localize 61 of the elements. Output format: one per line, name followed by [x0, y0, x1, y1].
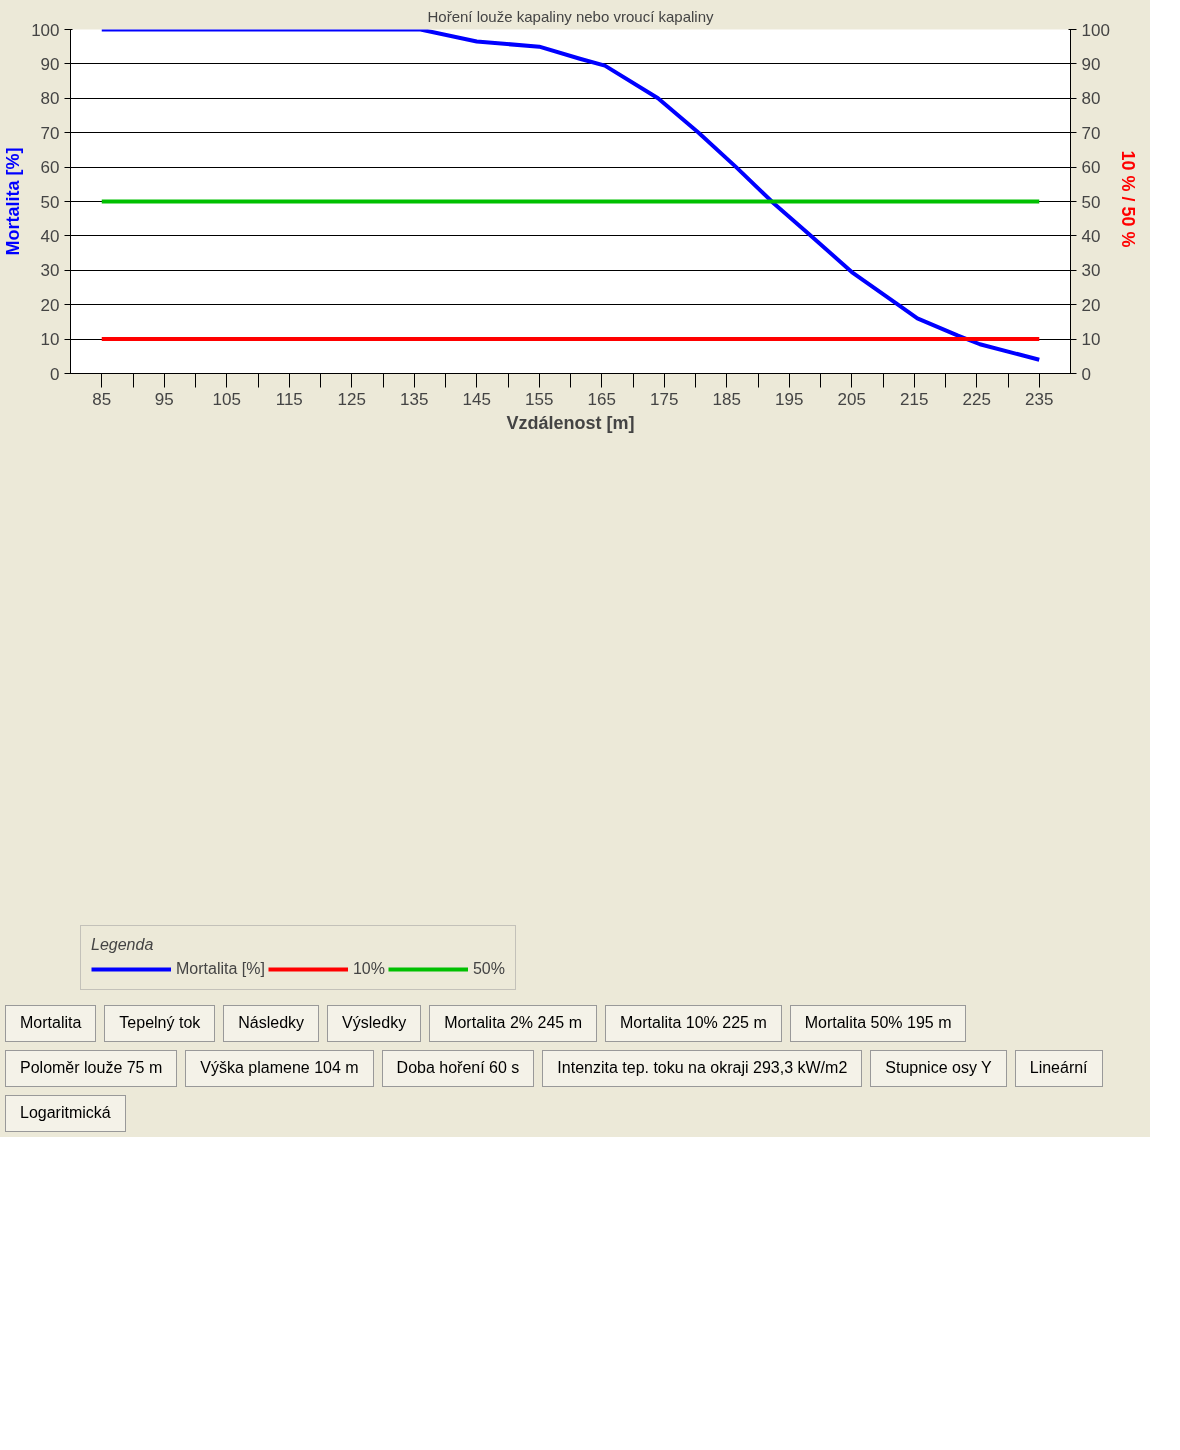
y2-tick-label: 40 [1081, 226, 1101, 246]
text: Poloměr louže 75 m [5, 1049, 178, 1087]
legend-title: Legenda [91, 936, 155, 954]
y-tick-label: 60 [40, 158, 60, 178]
y2-tick-label: 80 [1081, 89, 1101, 109]
y-axis-title: Mortalita [%] [3, 147, 24, 256]
x-tick-label: 185 [712, 389, 741, 409]
y-tick-label: 100 [31, 20, 60, 40]
x-tick-label: 135 [400, 389, 429, 409]
legend-label: 50% [472, 960, 505, 978]
text: Mortalita 2% 245 m [429, 1005, 597, 1042]
y-tick-label: 0 [50, 364, 60, 384]
y-tick-label: 50 [40, 192, 60, 212]
x-tick-label: 145 [462, 389, 491, 409]
y2-tick-label: 100 [1081, 20, 1110, 40]
x-tick-label: 95 [154, 389, 174, 409]
text: Intenzita tep. toku na okraji 293,3 kW/m2 [542, 1049, 863, 1087]
text: Mortalita 50% 195 m [789, 1005, 967, 1042]
y-tick-label: 40 [40, 226, 60, 246]
line-series [99, 29, 1042, 362]
y2-tick-label: 20 [1081, 295, 1101, 315]
y-tick-label: 30 [40, 261, 60, 281]
y2-tick-label: 30 [1081, 261, 1101, 281]
y-tick-label: 80 [40, 89, 60, 109]
text: Doba hoření 60 s [381, 1049, 535, 1087]
text: Logaritmická [5, 1094, 126, 1132]
text: Výška plamene 104 m [185, 1049, 374, 1087]
x-tick-label: 225 [962, 389, 991, 409]
chart-title: Hoření louže kapaliny nebo vroucí kapaliny [427, 7, 714, 25]
x-tick-label: 175 [650, 389, 679, 409]
text: Mortalita 10% 225 m [604, 1005, 782, 1042]
x-tick-label: 215 [900, 389, 929, 409]
x-tick-label: 205 [837, 389, 866, 409]
y-tick-label: 90 [40, 54, 60, 74]
x-tick-label: 125 [337, 389, 366, 409]
text: Tepelný tok [104, 1005, 216, 1042]
text: Lineární [1014, 1049, 1103, 1087]
legend-label: Mortalita [%] [176, 960, 265, 978]
x-tick-label: 235 [1025, 389, 1054, 409]
y2-tick-label: 60 [1081, 158, 1101, 178]
y-tick-label: 10 [40, 330, 60, 350]
x-tick-label: 155 [525, 389, 554, 409]
y2-axis-title: 10 % / 50 % [1117, 150, 1138, 248]
x-tick-label: 195 [775, 389, 804, 409]
y2-tick-label: 70 [1081, 123, 1101, 143]
y-tick-label: 70 [40, 123, 60, 143]
y2-tick-label: 10 [1081, 330, 1101, 350]
y2-tick-label: 0 [1081, 364, 1091, 384]
x-tick-label: 85 [92, 389, 112, 409]
x-axis-title: Vzdálenost [m] [506, 412, 635, 433]
legend-label: 10% [352, 960, 385, 978]
y2-tick-label: 90 [1081, 54, 1101, 74]
text: Výsledky [327, 1005, 422, 1042]
text: Stupnice osy Y [870, 1049, 1007, 1087]
text: Mortalita [5, 1005, 97, 1042]
y-tick-label: 20 [40, 295, 60, 315]
x-tick-label: 165 [587, 389, 616, 409]
x-tick-label: 115 [275, 389, 303, 409]
y2-tick-label: 50 [1081, 192, 1101, 212]
text: Následky [223, 1005, 320, 1042]
x-tick-label: 105 [212, 389, 241, 409]
